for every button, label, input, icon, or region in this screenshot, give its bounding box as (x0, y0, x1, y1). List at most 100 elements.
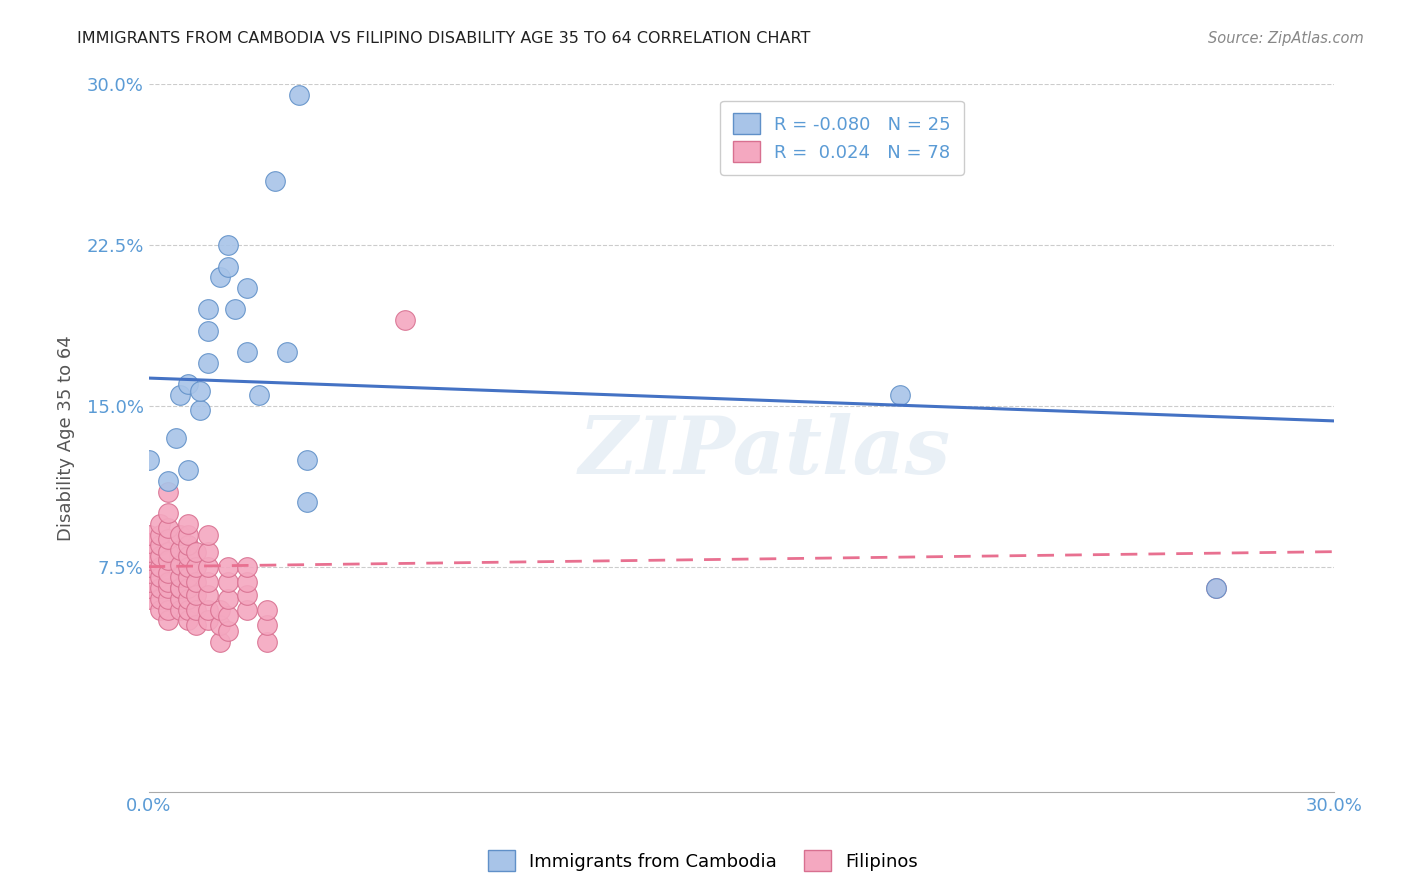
Point (157, 581, 180, 595)
Point (188, 384, 211, 398)
Point (177, 527, 200, 541)
Point (217, 238, 239, 252)
Point (138, 566, 160, 580)
Point (188, 403, 211, 417)
Text: IMMIGRANTS FROM CAMBODIA VS FILIPINO DISABILITY AGE 35 TO 64 CORRELATION CHART: IMMIGRANTS FROM CAMBODIA VS FILIPINO DIS… (77, 31, 811, 46)
Point (169, 581, 191, 595)
Point (169, 602, 191, 616)
Point (177, 377, 200, 392)
Point (149, 602, 172, 616)
Point (149, 581, 172, 595)
Point (169, 542, 191, 557)
Point (295, 495, 318, 509)
Point (394, 313, 416, 327)
Point (138, 452, 160, 467)
Point (236, 281, 259, 295)
Point (169, 591, 191, 606)
Point (184, 588, 207, 602)
Point (197, 302, 219, 317)
Point (177, 549, 200, 563)
Point (157, 602, 180, 616)
Point (236, 588, 259, 602)
Point (157, 544, 180, 558)
Point (138, 591, 160, 606)
Point (177, 581, 200, 595)
Point (177, 602, 200, 616)
Point (157, 553, 180, 567)
Point (197, 356, 219, 370)
Point (197, 574, 219, 589)
Point (208, 270, 231, 285)
Point (177, 559, 200, 574)
Point (197, 527, 219, 541)
Point (138, 553, 160, 567)
Point (149, 559, 172, 574)
Point (177, 613, 200, 627)
Legend: R = -0.080   N = 25, R =  0.024   N = 78: R = -0.080 N = 25, R = 0.024 N = 78 (720, 101, 963, 175)
Point (276, 345, 298, 359)
Point (138, 574, 160, 589)
Point (169, 558, 191, 572)
Point (217, 574, 239, 589)
Point (149, 527, 172, 541)
Point (149, 570, 172, 584)
Point (138, 559, 160, 574)
Point (177, 570, 200, 584)
Point (149, 591, 172, 606)
Point (177, 591, 200, 606)
Point (236, 602, 259, 616)
Point (1205, 581, 1227, 595)
Legend: Immigrants from Cambodia, Filipinos: Immigrants from Cambodia, Filipinos (481, 843, 925, 879)
Point (184, 544, 207, 558)
Point (157, 613, 180, 627)
Point (165, 431, 187, 445)
Point (184, 602, 207, 616)
Point (149, 549, 172, 563)
Point (149, 516, 172, 531)
Point (236, 574, 259, 589)
Point (197, 544, 219, 558)
Point (197, 324, 219, 338)
Point (157, 506, 180, 520)
Point (169, 527, 191, 541)
Point (149, 538, 172, 552)
Point (138, 536, 160, 550)
Point (157, 521, 180, 535)
Point (217, 624, 239, 638)
Point (197, 613, 219, 627)
Point (217, 559, 239, 574)
Point (157, 474, 180, 488)
Point (138, 527, 160, 541)
Point (295, 452, 318, 467)
Point (157, 574, 180, 589)
Point (217, 591, 239, 606)
Point (177, 463, 200, 477)
Point (208, 602, 231, 616)
Point (197, 559, 219, 574)
Point (208, 617, 231, 632)
Point (889, 388, 911, 402)
Point (217, 260, 239, 274)
Point (138, 581, 160, 595)
Point (264, 174, 287, 188)
Y-axis label: Disability Age 35 to 64: Disability Age 35 to 64 (58, 335, 75, 541)
Point (197, 588, 219, 602)
Point (184, 617, 207, 632)
Point (1205, 581, 1227, 595)
Text: ZIPatlas: ZIPatlas (579, 414, 952, 491)
Point (197, 602, 219, 616)
Point (184, 559, 207, 574)
Point (169, 570, 191, 584)
Point (157, 532, 180, 546)
Point (256, 634, 278, 648)
Point (169, 388, 191, 402)
Point (217, 609, 239, 624)
Point (247, 388, 270, 402)
Point (177, 516, 200, 531)
Point (157, 566, 180, 580)
Point (169, 581, 191, 595)
Point (256, 617, 278, 632)
Point (157, 484, 180, 499)
Point (236, 345, 259, 359)
Point (177, 538, 200, 552)
